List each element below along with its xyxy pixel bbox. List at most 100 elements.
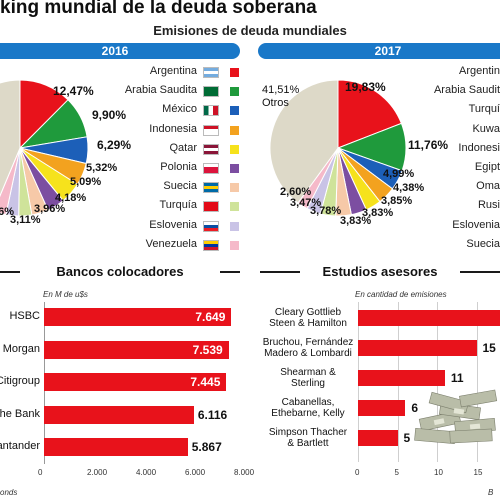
firm-bar-3	[358, 400, 406, 416]
firm-label-4: Simpson Thacher & Bartlett	[268, 427, 348, 449]
bank-label-2: Citigroup	[0, 375, 40, 387]
bank-bar-0	[44, 308, 232, 326]
firm-value-4: 5	[403, 431, 411, 445]
firms-tick-3: 15	[473, 468, 483, 477]
pie-2017-label-9: 2,60%	[280, 186, 312, 198]
bank-value-0: 7.649	[195, 310, 226, 324]
legend-2017-label-4: Indonesi	[458, 141, 500, 154]
legend-2017-label-6: Oma	[476, 180, 500, 193]
pie-2016-label-0: 12,47%	[53, 84, 94, 98]
flag-icon-2016-8	[203, 220, 219, 232]
legend-2016-label-5: Polonia	[160, 161, 197, 173]
legend-2017-label-9: Suecia	[466, 237, 500, 250]
pie-chart-2017	[269, 79, 407, 217]
bank-label-3: he Bank	[0, 407, 40, 420]
pie-2017-label-7: 3,78%	[310, 205, 342, 217]
money-stack-illustration	[414, 389, 498, 445]
bank-bar-1	[44, 340, 229, 359]
page-subtitle: Emisiones de deuda mundiales	[153, 23, 347, 38]
pie-2017-label-1: 11,76%	[408, 138, 449, 152]
pie-2017-label-5: 3,83%	[362, 207, 394, 219]
pie-2016-label-4: 5,09%	[70, 176, 102, 188]
bank-value-2: 7.445	[190, 375, 221, 389]
flag-icon-2016-3	[203, 124, 219, 136]
legend-2016-swatch-8	[230, 221, 239, 231]
pie-2017-label-3: 4,38%	[393, 182, 425, 194]
legend-2017-label-7: Rusi	[477, 199, 500, 212]
firm-bar-1	[358, 340, 477, 356]
firm-label-3: Cabanellas, Ethebarne, Kelly	[271, 397, 345, 419]
pie-2017-label-4: 3,85%	[381, 195, 413, 207]
pie-2016-label-3: 5,32%	[86, 162, 118, 174]
firm-value-2: 11	[450, 371, 464, 385]
bank-value-1: 7.539	[192, 342, 223, 357]
legend-2016-swatch-0	[230, 68, 239, 77]
legend-2016-swatch-2	[230, 106, 239, 116]
pie-2017-slice-10	[269, 79, 339, 204]
banks-tick-3: 6.000	[185, 468, 206, 477]
legend-2016-swatch-9	[230, 240, 239, 250]
year-header-2016: 2016	[0, 43, 240, 59]
flag-icon-2016-9	[203, 239, 219, 251]
bank-label-1: Morgan	[2, 342, 40, 355]
flag-icon-2016-0	[203, 67, 219, 78]
banks-tick-0: 0	[38, 468, 43, 477]
firms-gridline-3	[476, 302, 478, 462]
pie-2017-label-6: 3,83%	[340, 215, 372, 227]
pie-2017-label-8: 3,47%	[290, 197, 322, 209]
legend-2016-label-0: Argentina	[149, 65, 197, 77]
banks-tick-1: 2.000	[87, 468, 108, 477]
pie-2017-label-0: 19,83%	[345, 80, 386, 94]
flag-icon-2016-7	[203, 201, 219, 213]
flag-icon-2016-5	[203, 163, 219, 174]
legend-2017-label-2: Turquí	[468, 103, 500, 116]
legend-2017-label-5: Egipt	[474, 161, 500, 173]
legend-2016-label-1: Arabia Saudita	[124, 84, 197, 97]
footer-source-right: B	[488, 488, 494, 497]
firm-bar-4	[358, 430, 398, 446]
footer-source-left: onds	[0, 488, 18, 497]
bank-label-0: HSBC	[9, 310, 40, 322]
pie-2016-label-5: 4,18%	[55, 192, 87, 204]
legend-2016-swatch-6	[230, 183, 239, 193]
legend-2017-label-8: Eslovenia	[452, 218, 500, 231]
legend-2016-label-3: Indonesia	[149, 122, 197, 135]
bank-bar-2	[44, 373, 227, 391]
flag-icon-2016-1	[203, 86, 219, 98]
firms-tick-2: 10	[434, 468, 443, 477]
pie-2016-slice-10	[0, 79, 21, 197]
bank-value-4: 5.867	[191, 440, 222, 454]
bank-value-3: 6.116	[197, 407, 228, 422]
bank-bar-3	[44, 405, 194, 424]
bank-bar-4	[44, 438, 188, 456]
pie-chart-2016	[0, 79, 89, 217]
firm-label-2: Shearman & Sterling	[280, 367, 336, 389]
firm-bar-0	[358, 310, 500, 326]
pie-2017-otros-label: 41,51% Otros	[262, 84, 299, 110]
legend-2017-label-0: Argentin	[459, 65, 500, 77]
pie-2017-slice-0	[337, 79, 403, 149]
legend-2016-label-4: Qatar	[169, 141, 197, 154]
pie-2017-label-2: 4,99%	[383, 168, 415, 180]
legend-2016-label-7: Turquía	[159, 199, 197, 212]
legend-2017-label-1: Arabia Saudit	[433, 84, 500, 97]
firm-bar-2	[358, 370, 445, 386]
year-header-2017: 2017	[258, 43, 500, 59]
banks-tick-2: 4.000	[136, 468, 157, 477]
banks-title: Bancos colocadores	[20, 263, 220, 281]
flag-icon-2016-2	[203, 105, 219, 117]
pie-2016-slice-9	[0, 147, 21, 216]
pie-2016-label-8: 96%	[0, 206, 15, 218]
banks-tick-4: 8.000	[234, 468, 255, 477]
legend-2016-label-6: Suecia	[163, 180, 197, 193]
pie-2017-otros-name: Otros	[262, 97, 289, 109]
legend-2016-label-2: México	[162, 103, 197, 116]
page-title: king mundial de la deuda soberana	[0, 0, 317, 18]
firm-value-3: 6	[411, 401, 419, 415]
pie-2016-label-6: 3,96%	[34, 203, 66, 215]
legend-2016-swatch-5	[230, 164, 239, 173]
pie-2017-otros-pct: 41,51%	[262, 84, 300, 96]
legend-2016-swatch-3	[230, 125, 239, 135]
flag-icon-2016-4	[203, 143, 219, 155]
firm-label-1: Bruchou, Fernández Madero & Lombardi	[262, 337, 354, 359]
